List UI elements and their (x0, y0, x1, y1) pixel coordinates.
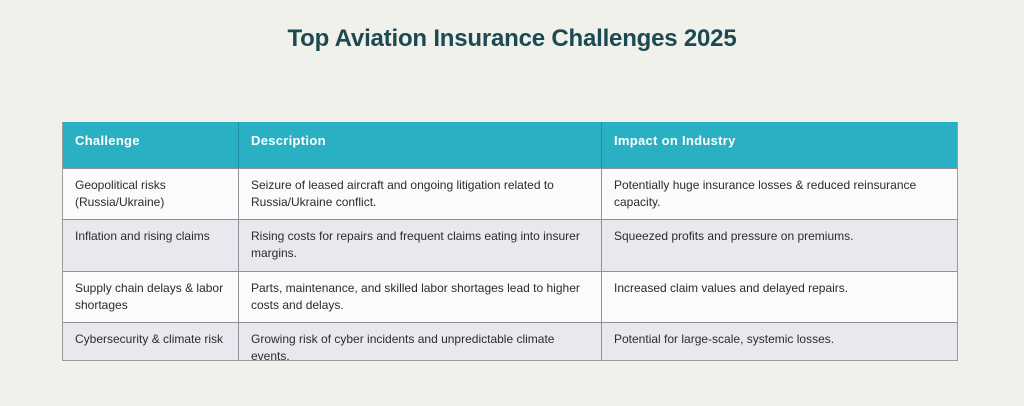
impact-cell: Increased claim values and delayed repai… (601, 272, 957, 322)
challenge-cell: Cybersecurity & climate risk (75, 332, 224, 346)
challenge-cell: Geopolitical risks (Russia/Ukraine) (75, 178, 166, 210)
impact-cell: Potential for large-scale, systemic loss… (601, 323, 957, 360)
description-cell: Seizure of leased aircraft and ongoing l… (238, 169, 601, 219)
table-row: Inflation and rising claims Rising costs… (63, 219, 957, 271)
challenge-cell: Inflation and rising claims (75, 229, 210, 243)
challenges-table: Challenge Description Impact on Industry… (62, 122, 958, 361)
page-title: Top Aviation Insurance Challenges 2025 (287, 25, 737, 52)
impact-cell: Squeezed profits and pressure on premium… (601, 220, 957, 271)
description-cell: Growing risk of cyber incidents and unpr… (238, 323, 601, 360)
header-impact: Impact on Industry (601, 122, 957, 168)
header-challenge: Challenge (75, 133, 140, 148)
table-row: Supply chain delays & labor shortages Pa… (63, 271, 957, 322)
impact-cell: Potentially huge insurance losses & redu… (601, 169, 957, 219)
table-row: Geopolitical risks (Russia/Ukraine) Seiz… (63, 168, 957, 219)
table-row: Cybersecurity & climate risk Growing ris… (63, 322, 957, 360)
table-header-row: Challenge Description Impact on Industry (63, 122, 957, 168)
description-cell: Parts, maintenance, and skilled labor sh… (238, 272, 601, 322)
description-cell: Rising costs for repairs and frequent cl… (238, 220, 601, 271)
header-description: Description (238, 122, 601, 168)
challenge-cell: Supply chain delays & labor shortages (75, 281, 224, 313)
